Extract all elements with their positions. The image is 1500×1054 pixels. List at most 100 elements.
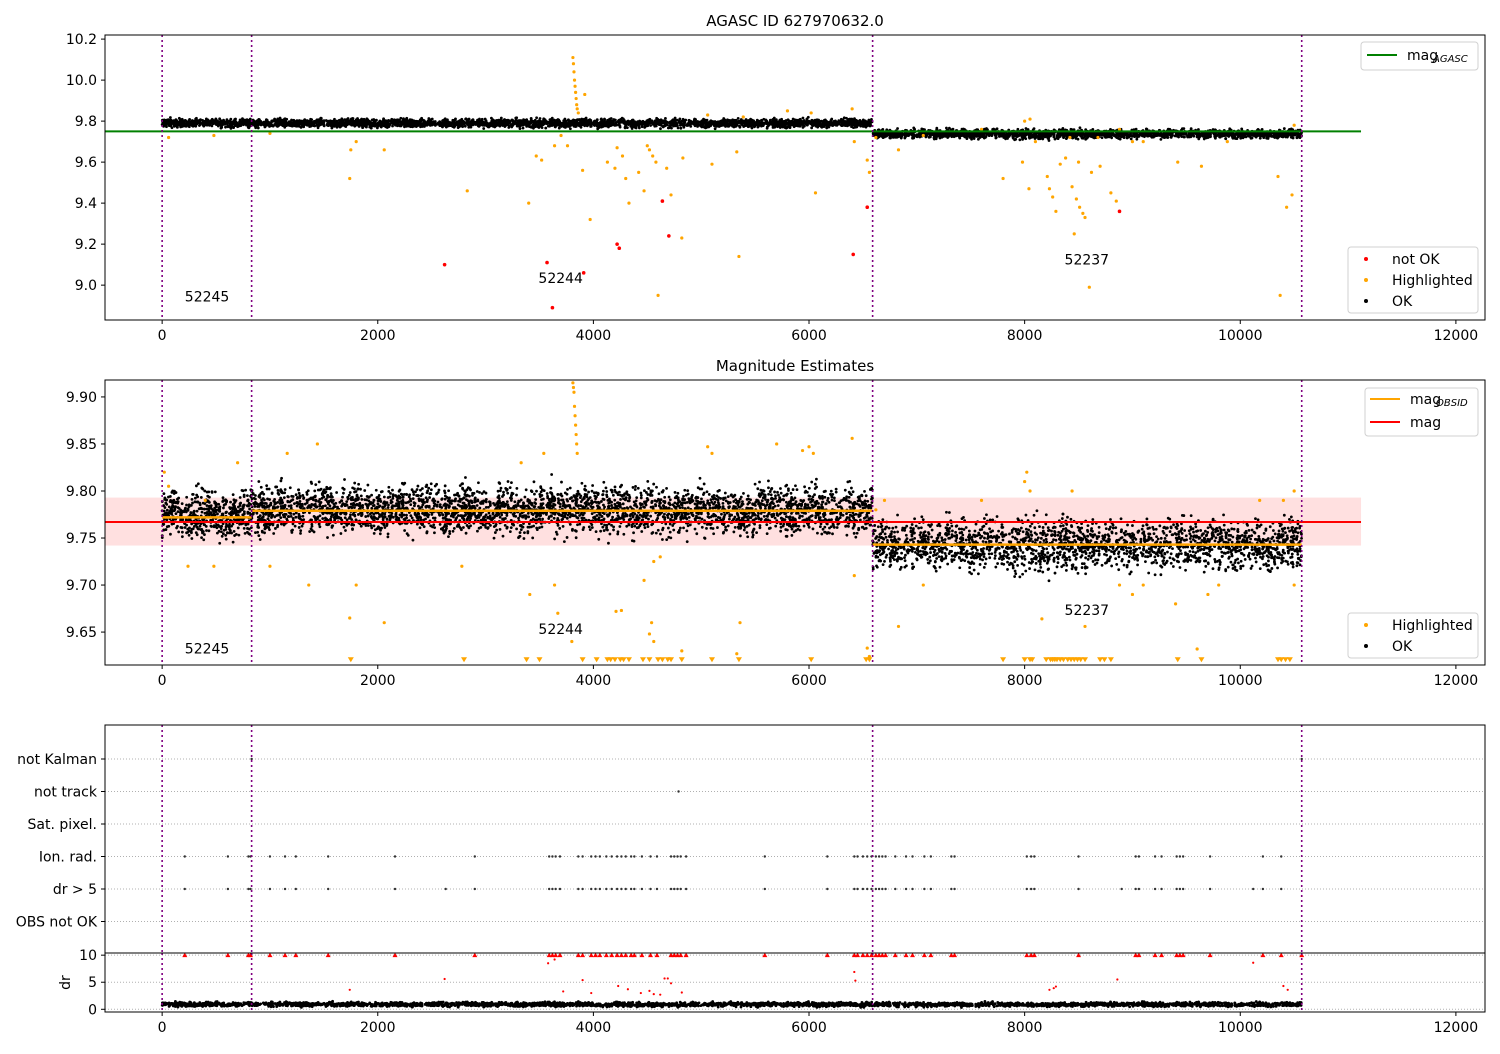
ok-point: [490, 122, 493, 125]
ok-point: [278, 124, 281, 127]
ok-point: [584, 118, 587, 121]
ok-point: [844, 120, 847, 123]
ok-point: [391, 125, 394, 128]
ok-point: [495, 119, 498, 122]
ok-point: [173, 125, 176, 128]
ok-point: [533, 122, 536, 125]
ok-point: [513, 122, 516, 125]
ok-point: [361, 126, 364, 129]
ok-point: [1033, 127, 1036, 130]
ok-point: [415, 120, 418, 123]
ok-point: [583, 124, 586, 127]
ok-point: [515, 119, 518, 122]
ok-point: [327, 122, 330, 125]
ok-point: [1056, 137, 1059, 140]
ok-point: [850, 124, 853, 127]
ok-point: [1060, 133, 1063, 136]
ok-point: [409, 123, 412, 126]
ok-point: [1231, 136, 1234, 139]
ok-point: [400, 121, 403, 124]
ok-point: [835, 123, 838, 126]
ok-point: [985, 132, 988, 135]
ok-point: [269, 122, 272, 125]
ok-point: [632, 123, 635, 126]
ok-point: [851, 120, 854, 123]
ok-point: [520, 122, 523, 125]
ok-point: [724, 122, 727, 125]
ok-point: [457, 120, 460, 123]
ok-point: [752, 119, 755, 122]
ok-point: [494, 122, 497, 125]
ok-point: [711, 120, 714, 123]
ok-point: [827, 126, 830, 129]
ok-point: [780, 118, 783, 121]
ok-point: [300, 123, 303, 126]
ok-point: [573, 125, 576, 128]
ok-point: [570, 121, 573, 124]
ok-point: [635, 122, 638, 125]
ok-point: [398, 119, 401, 122]
ok-point: [675, 123, 678, 126]
ok-point: [843, 116, 846, 119]
ok-point: [689, 120, 692, 123]
ok-point: [591, 122, 594, 125]
ok-point: [199, 123, 202, 126]
ok-point: [343, 121, 346, 124]
ok-point: [1217, 132, 1220, 135]
ok-point: [453, 126, 456, 129]
ok-point: [1190, 127, 1193, 130]
ok-point: [857, 123, 860, 126]
ok-point: [464, 122, 467, 125]
ok-point: [359, 120, 362, 123]
ok-point: [868, 124, 871, 127]
ok-point: [216, 123, 219, 126]
ok-point: [611, 124, 614, 127]
ok-point: [1112, 133, 1115, 136]
ok-point: [507, 126, 510, 129]
ok-point: [309, 120, 312, 123]
ok-point: [420, 117, 423, 120]
ok-point: [481, 121, 484, 124]
ok-point: [1166, 136, 1169, 139]
ok-point: [203, 123, 206, 126]
ok-point: [467, 123, 470, 126]
ok-point: [532, 127, 535, 130]
ok-point: [453, 119, 456, 122]
ok-point: [373, 120, 376, 123]
ok-point: [718, 120, 721, 123]
ok-point: [539, 117, 542, 120]
ok-point: [169, 116, 172, 119]
ok-point: [1177, 136, 1180, 139]
ok-point: [750, 125, 753, 128]
ok-point: [807, 116, 810, 119]
ok-point: [737, 117, 740, 120]
ok-point: [1101, 136, 1104, 139]
ok-point: [649, 124, 652, 127]
ok-point: [764, 120, 767, 123]
ok-point: [779, 121, 782, 124]
ok-point: [375, 119, 378, 122]
ok-point: [338, 123, 341, 126]
ok-point: [498, 121, 501, 124]
ok-point: [638, 121, 641, 124]
ok-point: [913, 128, 916, 131]
ok-point: [580, 126, 583, 129]
ok-point: [704, 121, 707, 124]
ok-point: [380, 123, 383, 126]
ok-point: [366, 118, 369, 121]
ok-point: [346, 118, 349, 121]
ok-point: [579, 118, 582, 121]
ok-point: [441, 123, 444, 126]
ok-point: [824, 122, 827, 125]
ok-point: [619, 120, 622, 123]
ok-point: [242, 119, 245, 122]
ok-point: [290, 119, 293, 122]
ok-point: [169, 120, 172, 123]
ok-point: [395, 119, 398, 122]
ok-point: [192, 125, 195, 128]
ok-point: [543, 118, 546, 121]
ok-point: [785, 123, 788, 126]
ok-point: [461, 124, 464, 127]
